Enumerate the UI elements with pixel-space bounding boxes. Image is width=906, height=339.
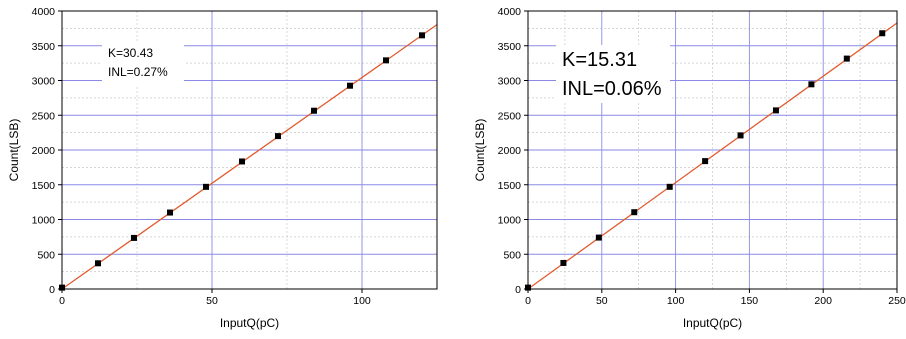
- y-tick-label: 3000: [498, 76, 522, 88]
- x-tick-label: 100: [353, 295, 371, 307]
- y-tick-label: 500: [37, 249, 55, 261]
- data-point: [737, 132, 744, 139]
- x-tick-label: 250: [888, 295, 906, 307]
- data-point: [131, 234, 137, 241]
- annotation-background: [556, 45, 670, 103]
- data-point: [631, 209, 638, 216]
- y-tick-label: 1000: [498, 215, 522, 227]
- y-tick-label: 500: [503, 249, 521, 261]
- data-point: [879, 30, 886, 37]
- fit-line: [527, 22, 898, 290]
- data-point: [843, 55, 850, 62]
- y-axis-label: Count(LSB): [473, 119, 487, 182]
- y-tick-label: 4000: [498, 6, 522, 18]
- data-point: [95, 260, 101, 267]
- data-point: [560, 259, 567, 266]
- y-tick-label: 2500: [498, 110, 522, 122]
- data-point: [702, 158, 709, 165]
- fit-line: [61, 24, 438, 290]
- x-tick-label: 200: [814, 295, 832, 307]
- x-tick-label: 50: [206, 295, 218, 307]
- data-point: [203, 183, 209, 190]
- y-tick-label: 1500: [32, 180, 56, 192]
- y-tick-label: 1000: [32, 215, 56, 227]
- y-tick-label: 2500: [32, 110, 56, 122]
- x-tick-label: 150: [741, 295, 759, 307]
- data-point: [666, 183, 673, 190]
- data-point: [383, 57, 389, 64]
- y-tick-label: 4000: [32, 6, 56, 18]
- data-point: [311, 107, 317, 114]
- annotation-inl: INL=0.27%: [108, 65, 168, 79]
- data-point: [595, 234, 602, 241]
- y-tick-label: 3500: [32, 41, 56, 53]
- x-tick-label: 0: [525, 295, 531, 307]
- data-point: [808, 81, 815, 88]
- y-tick-label: 1500: [498, 180, 522, 192]
- x-tick-label: 0: [59, 295, 65, 307]
- annotation-slope: K=30.43: [108, 46, 153, 60]
- data-point: [772, 107, 779, 114]
- annotation-background: [102, 42, 184, 86]
- y-tick-label: 3000: [32, 76, 56, 88]
- data-point: [167, 209, 173, 216]
- y-tick-label: 3500: [498, 41, 522, 53]
- y-tick-label: 0: [49, 284, 55, 296]
- x-axis-label: InputQ(pC): [683, 316, 742, 330]
- x-tick-label: 50: [596, 295, 608, 307]
- y-axis-label: Count(LSB): [7, 119, 21, 182]
- data-point: [275, 133, 281, 140]
- y-tick-label: 2000: [498, 145, 522, 157]
- y-tick-label: 2000: [32, 145, 56, 157]
- data-point: [347, 82, 353, 89]
- x-axis-label: InputQ(pC): [220, 316, 279, 330]
- annotation-slope: K=15.31: [562, 49, 637, 71]
- data-point: [419, 32, 425, 39]
- x-tick-label: 100: [667, 295, 685, 307]
- annotation-inl: INL=0.06%: [562, 78, 662, 100]
- y-tick-label: 0: [515, 284, 521, 296]
- data-point: [239, 158, 245, 165]
